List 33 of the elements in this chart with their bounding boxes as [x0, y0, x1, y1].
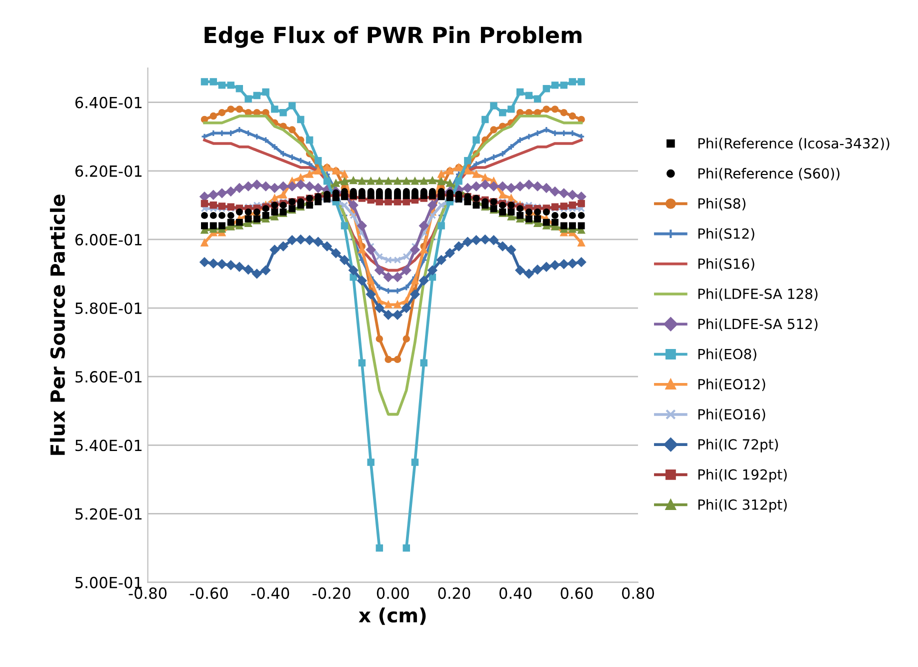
- x-tick-label: -0.60: [190, 587, 228, 599]
- legend-label: Phi(LDFE-SA 512): [698, 318, 818, 331]
- y-tick-label: 5.60E-01: [75, 371, 142, 383]
- legend-label: Phi(Reference (S60)): [698, 168, 840, 180]
- legend-label: Phi(EO12): [698, 378, 766, 392]
- legend-label: Phi(S16): [698, 258, 754, 271]
- x-tick-label: 0.00: [376, 587, 409, 599]
- y-tick-label: 6.20E-01: [75, 165, 142, 177]
- legend-label: Phi(S12): [698, 228, 754, 240]
- x-tick-label: -0.40: [251, 587, 290, 599]
- y-tick-label: 5.80E-01: [75, 302, 142, 314]
- legend-label: Phi(Reference (Icosa-3432)): [698, 138, 890, 150]
- y-tick-label: 5.20E-01: [75, 508, 142, 520]
- x-tick-label: 0.20: [438, 587, 470, 599]
- x-tick-label: 0.40: [499, 587, 532, 599]
- legend-label: Phi(EO8): [698, 348, 756, 361]
- legend-label: Phi(EO16): [698, 408, 766, 422]
- legend-label: Phi(IC 72pt): [698, 438, 778, 452]
- legend-label: Phi(S8): [698, 198, 746, 210]
- legend-label: Phi(IC 192pt): [698, 468, 787, 482]
- legend-label: Phi(IC 312pt): [698, 499, 787, 513]
- y-tick-label: 6.00E-01: [75, 234, 142, 246]
- x-tick-label: -0.80: [128, 587, 167, 599]
- y-tick-label: 5.40E-01: [75, 440, 142, 452]
- x-tick-label: 0.80: [622, 587, 654, 599]
- y-axis-title: Flux Per Source Particle: [50, 194, 65, 455]
- y-tick-label: 5.00E-01: [75, 576, 142, 588]
- x-tick-label: 0.60: [560, 587, 593, 599]
- x-tick-label: -0.20: [312, 587, 350, 599]
- y-tick-label: 6.40E-01: [75, 96, 142, 108]
- legend-label: Phi(LDFE-SA 128): [698, 288, 818, 301]
- chart-title: Edge Flux of PWR Pin Problem: [204, 26, 582, 48]
- x-axis-title: x (cm): [358, 608, 426, 625]
